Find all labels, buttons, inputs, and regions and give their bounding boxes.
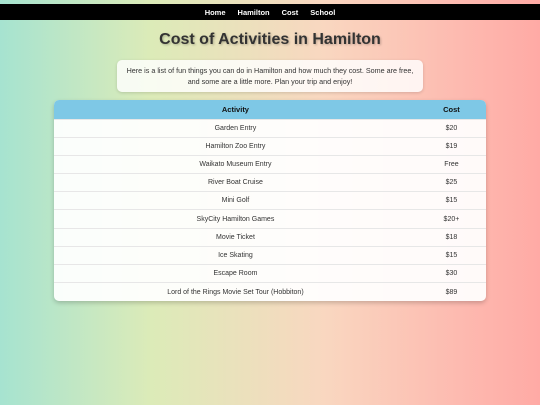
top-navbar: Home Hamilton Cost School (0, 4, 540, 20)
nav-link-hamilton[interactable]: Hamilton (237, 7, 270, 17)
cost-cell: $15 (445, 197, 458, 205)
table-row: Ice Skating $15 (54, 246, 486, 264)
activity-cell: River Boat Cruise (208, 179, 263, 187)
nav-link-cost[interactable]: Cost (281, 7, 299, 17)
activity-cell: Mini Golf (221, 197, 250, 205)
activity-cell: Hamilton Zoo Entry (205, 142, 266, 150)
cost-cell: $20+ (443, 215, 460, 223)
table-row: Lord of the Rings Movie Set Tour (Hobbit… (54, 282, 486, 301)
cost-cell: $20 (445, 124, 458, 132)
table-row: Hamilton Zoo Entry $19 (54, 137, 486, 155)
nav-link-home[interactable]: Home (204, 7, 226, 17)
activity-cell: Ice Skating (218, 251, 253, 259)
page-title: Cost of Activities in Hamilton (159, 31, 381, 48)
activity-cell: SkyCity Hamilton Games (196, 215, 275, 223)
cost-cell: $15 (445, 251, 458, 259)
table-header-row: Activity Cost (54, 100, 486, 119)
table-row: Escape Room $30 (54, 264, 486, 283)
cost-cell: $30 (445, 270, 458, 278)
cost-column-header: Cost (443, 104, 460, 114)
activity-cell: Lord of the Rings Movie Set Tour (Hobbit… (167, 288, 304, 296)
cost-cell: $25 (445, 179, 458, 187)
table-row: Movie Ticket $18 (54, 228, 486, 246)
table-row: Mini Golf $15 (54, 191, 486, 210)
activities-table: Activity Cost Garden Entry $20 Hamilton … (54, 100, 486, 301)
intro-text-box: Here is a list of fun things you can do … (117, 60, 423, 92)
table-row: Waikato Museum Entry Free (54, 155, 486, 173)
cost-cell: Free (444, 160, 459, 168)
table-row: Garden Entry $20 (54, 119, 486, 137)
cost-cell: $18 (445, 233, 458, 241)
cost-cell: $19 (445, 142, 458, 150)
activities-table-card: Activity Cost Garden Entry $20 Hamilton … (54, 100, 486, 301)
activity-cell: Garden Entry (214, 124, 257, 132)
table-row: SkyCity Hamilton Games $20+ (54, 209, 486, 228)
activity-column-header: Activity (221, 104, 249, 114)
activity-cell: Movie Ticket (215, 233, 255, 241)
table-row: River Boat Cruise $25 (54, 173, 486, 192)
nav-link-school[interactable]: School (310, 7, 336, 17)
activity-cell: Escape Room (213, 270, 258, 278)
activity-cell: Waikato Museum Entry (199, 160, 272, 168)
cost-cell: $89 (445, 288, 458, 296)
